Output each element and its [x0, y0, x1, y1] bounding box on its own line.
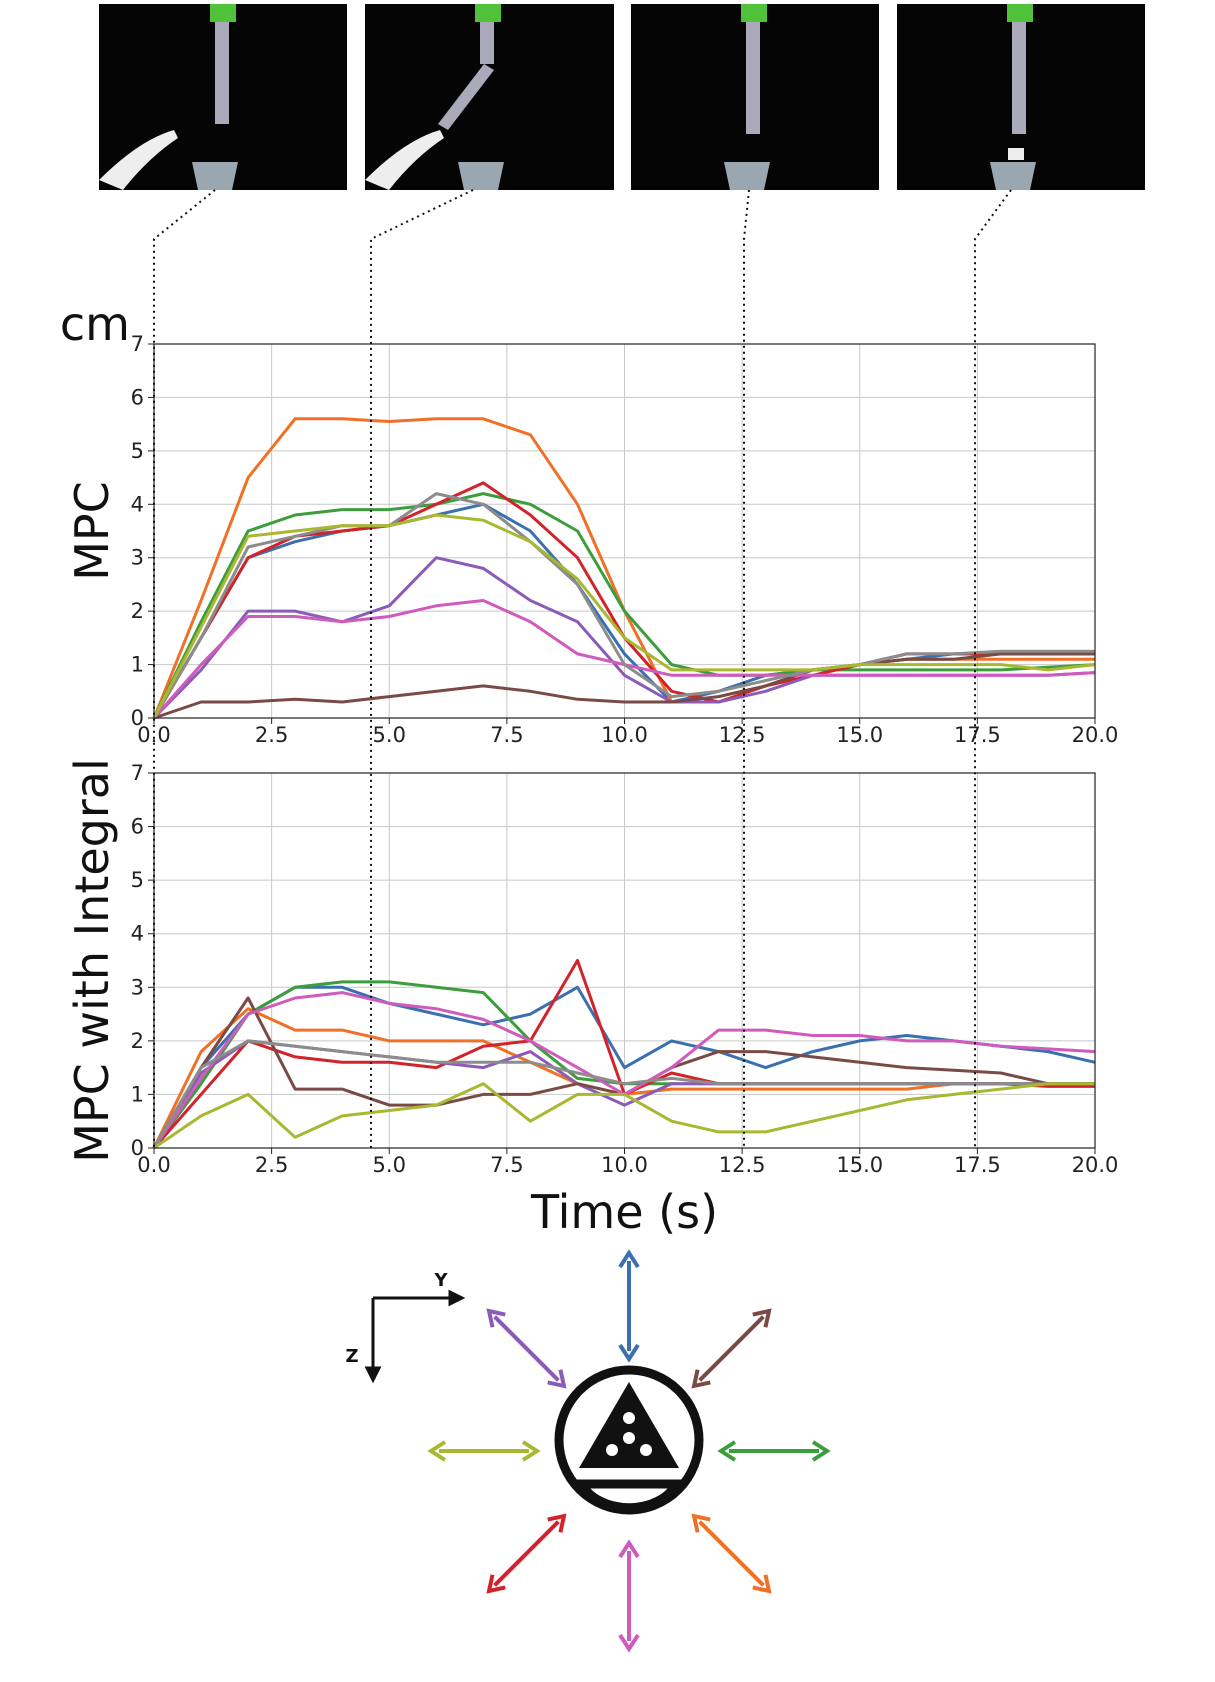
y-tick-label: 4	[131, 492, 144, 516]
arrow-head	[547, 1369, 567, 1389]
y-tick-label: 5	[131, 868, 144, 892]
axes-frame: Y Z	[345, 1270, 466, 1384]
y-tick-label: 6	[131, 815, 144, 839]
y-tick-label: 0	[131, 706, 144, 730]
time-guides	[153, 189, 1012, 1148]
x-tick-label: 17.5	[954, 1153, 1001, 1177]
arrow-head	[521, 1440, 541, 1462]
arrow-head	[618, 1343, 640, 1363]
y-tick-label: 7	[131, 761, 144, 785]
arrow-shaft	[698, 1520, 765, 1587]
y-tick-label: 2	[131, 599, 144, 623]
guide-line	[153, 189, 216, 1148]
chart: 0.0 2.5 5.0 7.5 10.0 12.5 15.0 17.5 20.0 0 1 2 3 4 5 6 7…	[65, 758, 1118, 1239]
y-tick-label: 0	[131, 1136, 144, 1160]
arrow-head	[811, 1440, 831, 1462]
photo	[365, 4, 614, 190]
y-tick-label: 1	[131, 653, 144, 677]
x-tick-label: 5.0	[373, 1153, 406, 1177]
arrow-head	[618, 1249, 640, 1269]
x-tick-label: 7.5	[490, 1153, 523, 1177]
arrow-head	[427, 1440, 447, 1462]
x-tick-label: 15.0	[836, 723, 883, 747]
y-tick-label: 2	[131, 1029, 144, 1053]
y-tick-label: 6	[131, 385, 144, 409]
y-tick-label: 3	[131, 975, 144, 999]
series-line	[152, 502, 1095, 719]
y-unit: cm	[60, 297, 130, 351]
x-tick-label: 17.5	[954, 723, 1001, 747]
x-tick-label: 2.5	[255, 723, 288, 747]
guide-line	[743, 189, 750, 1148]
arrow-head	[691, 1513, 711, 1533]
x-tick-label: 12.5	[719, 723, 766, 747]
series-line	[152, 492, 1095, 719]
series-line	[153, 1082, 1095, 1150]
y-tick-label: 1	[131, 1082, 144, 1106]
y-tick-label: 4	[131, 922, 144, 946]
x-tick-label: 0.0	[137, 1153, 170, 1177]
y-axis-label: MPC with Integral	[65, 758, 119, 1163]
arrow-head	[752, 1308, 772, 1328]
y-tick-label: 5	[131, 439, 144, 463]
arrow-head	[618, 1633, 640, 1653]
x-tick-label: 10.0	[601, 723, 648, 747]
x-tick-label: 20.0	[1072, 1153, 1119, 1177]
plots: 0.0 2.5 5.0 7.5 10.0 12.5 15.0 17.5 20.001234567…	[60, 297, 1118, 1239]
y-axis-label: MPC	[65, 481, 119, 581]
x-tick-label: 7.5	[490, 723, 523, 747]
arrow-head	[717, 1440, 737, 1462]
series-line	[152, 985, 1096, 1149]
photo	[897, 4, 1145, 190]
guide-line	[370, 189, 474, 1148]
arrow-shaft	[698, 1315, 765, 1382]
y-tick-label: 7	[131, 332, 144, 356]
arrow-head	[486, 1308, 506, 1328]
arrow-head	[691, 1369, 711, 1389]
x-tick-label: 10.0	[601, 1153, 648, 1177]
photos	[99, 4, 1145, 190]
robot	[554, 1365, 704, 1515]
photo	[631, 4, 879, 190]
x-tick-label: 20.0	[1072, 723, 1119, 747]
arrow-head	[618, 1539, 640, 1559]
axis-name: Y	[433, 1270, 448, 1291]
x-tick-label: 2.5	[255, 1153, 288, 1177]
series-line	[152, 492, 1096, 719]
x-tick-label: 12.5	[719, 1153, 766, 1177]
arrow-shaft	[493, 1315, 560, 1382]
arrow-head	[486, 1574, 506, 1594]
y-tick-label: 3	[131, 546, 144, 570]
series-line	[153, 652, 1095, 720]
x-tick-label: 15.0	[836, 1153, 883, 1177]
arrow-shaft	[493, 1520, 560, 1587]
x-tick-label: 5.0	[373, 723, 406, 747]
x-axis-label: Time (s)	[530, 1185, 718, 1239]
guide-line	[974, 189, 1012, 1148]
photo	[99, 4, 347, 190]
plot-frame	[153, 343, 1096, 719]
series-line	[152, 1039, 1095, 1149]
arrow-head	[547, 1513, 567, 1533]
series-line	[152, 513, 1096, 719]
chart: 0.0 2.5 5.0 7.5 10.0 12.5 15.0 17.5 20.001234567…	[60, 297, 1118, 747]
arrow-head	[752, 1574, 772, 1594]
direction-arrows	[427, 1249, 831, 1653]
axis-name: Z	[345, 1346, 358, 1367]
